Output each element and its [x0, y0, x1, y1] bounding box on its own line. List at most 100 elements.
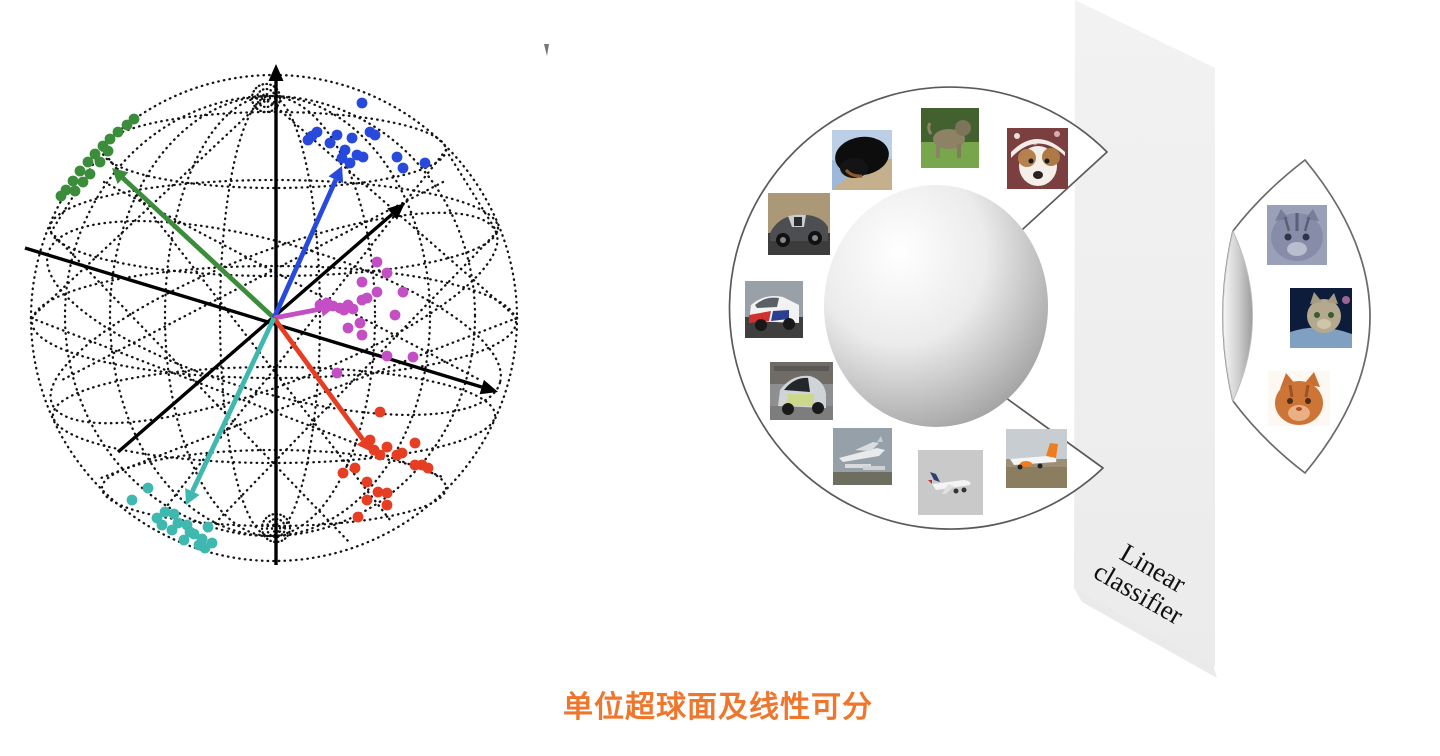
- cluster-blue-point: [336, 152, 348, 164]
- gray-sphere: [824, 185, 1048, 427]
- cluster-blue-arrow-line: [271, 178, 339, 319]
- hypersphere-wireframe: [29, 73, 519, 563]
- cluster-cyan-point: [206, 537, 218, 549]
- cluster-magenta-point: [338, 304, 350, 316]
- axes-layer: [24, 64, 498, 565]
- cluster-red-point: [381, 441, 393, 453]
- image-brown-white-dog: [1007, 128, 1068, 189]
- classifier-plane: [1074, 0, 1215, 667]
- axis-up-right-arrowhead: [387, 203, 405, 220]
- image-gray-tabby-cat: [1267, 205, 1327, 265]
- cluster-magenta-point: [331, 367, 343, 379]
- cluster-magenta-point: [381, 267, 393, 279]
- cluster-magenta-point: [407, 351, 419, 363]
- cluster-green: [55, 113, 276, 320]
- cluster-green-point: [69, 185, 81, 197]
- cluster-magenta-point: [371, 256, 383, 268]
- classifier-diagram: [728, 0, 1371, 678]
- stray-mark: [544, 44, 549, 56]
- cluster-red-point: [409, 459, 421, 471]
- axis-vertical-arrowhead: [268, 64, 284, 81]
- cluster-red-arrow-line: [272, 316, 366, 442]
- cluster-red-point: [352, 511, 364, 523]
- cluster-blue-point: [357, 151, 369, 163]
- image-black-dog: [832, 130, 892, 190]
- cluster-green-point: [94, 156, 106, 168]
- cluster-blue-point: [391, 151, 403, 163]
- cluster-red: [272, 316, 434, 523]
- cluster-green-point: [112, 126, 124, 138]
- cluster-blue-point: [397, 162, 409, 174]
- image-orange-tail-jet: [1006, 429, 1067, 488]
- cluster-magenta-point: [397, 286, 409, 298]
- cluster-cyan-arrow-arrowhead: [185, 488, 200, 505]
- cluster-magenta-point: [389, 309, 401, 321]
- lens-sphere-sliver: [1222, 229, 1253, 403]
- cluster-magenta-point: [356, 329, 368, 341]
- cluster-cyan-point: [166, 524, 178, 536]
- cluster-blue-point: [306, 130, 318, 142]
- image-ginger-cat: [1268, 371, 1330, 426]
- cluster-green-point: [77, 176, 89, 188]
- cluster-magenta-point: [314, 299, 326, 311]
- cluster-green-point: [121, 119, 133, 131]
- cluster-cyan-point: [142, 482, 154, 494]
- cluster-red-point: [396, 447, 408, 459]
- cluster-blue-point: [324, 137, 336, 149]
- cluster-green-point: [67, 175, 79, 187]
- cluster-red-point: [409, 437, 421, 449]
- cluster-red-point: [349, 462, 361, 474]
- cluster-cyan-point: [159, 506, 171, 518]
- cluster-blue-point: [331, 129, 343, 141]
- cluster-green-point: [104, 133, 116, 145]
- cluster-red-point: [364, 434, 376, 446]
- image-silver-compact-car: [770, 362, 833, 420]
- caption: 单位超球面及线性可分: [563, 691, 873, 724]
- plane-shadow: [1074, 588, 1217, 678]
- cluster-magenta-point: [354, 317, 366, 329]
- image-dark-sports-car: [768, 193, 830, 255]
- cluster-magenta-point: [356, 276, 368, 288]
- image-airliner-gray-sky: [918, 450, 983, 515]
- cluster-green-point: [102, 145, 114, 157]
- cluster-cyan-point: [178, 534, 190, 546]
- cluster-green-arrow-arrowhead: [112, 168, 129, 185]
- image-gray-dog-grass: [921, 108, 979, 168]
- cluster-cyan-point: [184, 526, 196, 538]
- cluster-green-arrow-line: [121, 176, 276, 320]
- cluster-red-point: [372, 486, 384, 498]
- cluster-red-point: [374, 449, 386, 461]
- cluster-cyan-point: [168, 508, 180, 520]
- cluster-green-point: [128, 113, 140, 125]
- cluster-red-point: [361, 476, 373, 488]
- cluster-magenta: [273, 256, 419, 379]
- cluster-green-point: [55, 190, 67, 202]
- axis-up-right-line: [116, 212, 394, 454]
- cluster-magenta-point: [381, 350, 393, 362]
- cluster-cyan-point: [126, 494, 138, 506]
- cluster-green-point: [89, 148, 101, 160]
- cluster-magenta-point: [361, 292, 373, 304]
- image-cat-dark-blue: [1290, 288, 1352, 348]
- cluster-red-point: [422, 462, 434, 474]
- cluster-magenta-point: [342, 322, 354, 334]
- clusters-layer: [55, 97, 434, 554]
- cluster-blue: [271, 97, 431, 319]
- cluster-red-point: [381, 487, 393, 499]
- cluster-red-point: [361, 494, 373, 506]
- cluster-red-point: [374, 406, 386, 418]
- cluster-magenta-point: [371, 286, 383, 298]
- cluster-blue-point: [369, 129, 381, 141]
- cluster-blue-point: [419, 157, 431, 169]
- cluster-cyan-point: [196, 533, 208, 545]
- cluster-red-point: [381, 499, 393, 511]
- cluster-blue-arrow-arrowhead: [328, 166, 344, 183]
- axis-down-right-line: [24, 246, 483, 389]
- cluster-cyan-point: [151, 512, 163, 524]
- cluster-cyan-point: [202, 521, 214, 533]
- cluster-red-point: [337, 467, 349, 479]
- cluster-green-point: [82, 156, 94, 168]
- cluster-cyan: [126, 316, 277, 554]
